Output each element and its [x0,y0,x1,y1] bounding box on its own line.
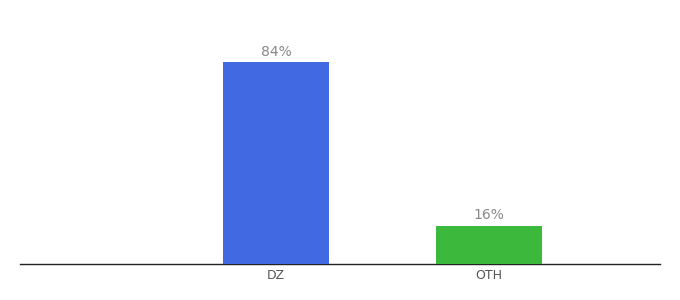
Bar [223,62,329,264]
Text: 84%: 84% [260,45,292,59]
Text: 16%: 16% [474,208,505,222]
Bar [436,226,543,264]
